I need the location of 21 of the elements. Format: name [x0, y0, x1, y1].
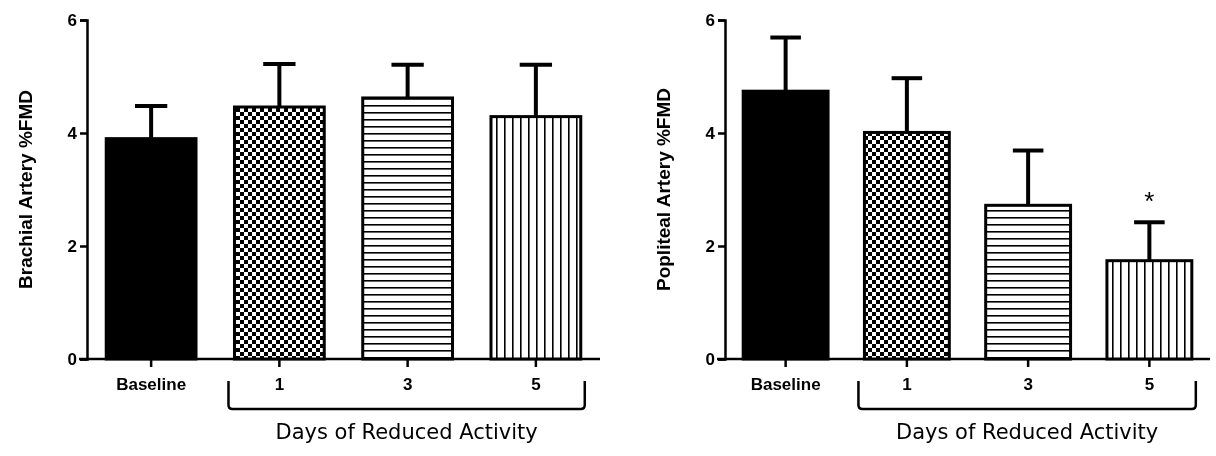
- x-tick-label: 3: [1023, 375, 1033, 395]
- x-tick-label: Baseline: [750, 375, 821, 395]
- x-axis-title: Days of Reduced Activity: [275, 420, 538, 444]
- x-tick-label: 5: [531, 375, 541, 395]
- annotation: *: [1144, 186, 1155, 217]
- y-tick-label: 6: [67, 10, 77, 30]
- y-tick-label: 2: [705, 236, 715, 256]
- x-tick-label: 1: [274, 375, 285, 395]
- x-tick-label: Baseline: [116, 375, 187, 395]
- x-axis-title: Days of Reduced Activity: [896, 420, 1159, 444]
- x-tick-label: 1: [902, 375, 912, 395]
- x-tick-label: 3: [402, 375, 413, 395]
- y-tick-label: 6: [705, 10, 715, 30]
- y-tick-label: 2: [67, 236, 77, 256]
- y-axis-title: Popliteal Artery %FMD: [653, 87, 674, 292]
- y-axis-title: Brachial Artery %FMD: [15, 90, 36, 289]
- x-tick-label: 5: [1144, 375, 1155, 395]
- y-tick-label: 4: [67, 123, 78, 143]
- y-tick-label: 4: [705, 123, 716, 143]
- y-tick-label: 0: [705, 349, 715, 369]
- y-tick-label: 0: [67, 349, 77, 369]
